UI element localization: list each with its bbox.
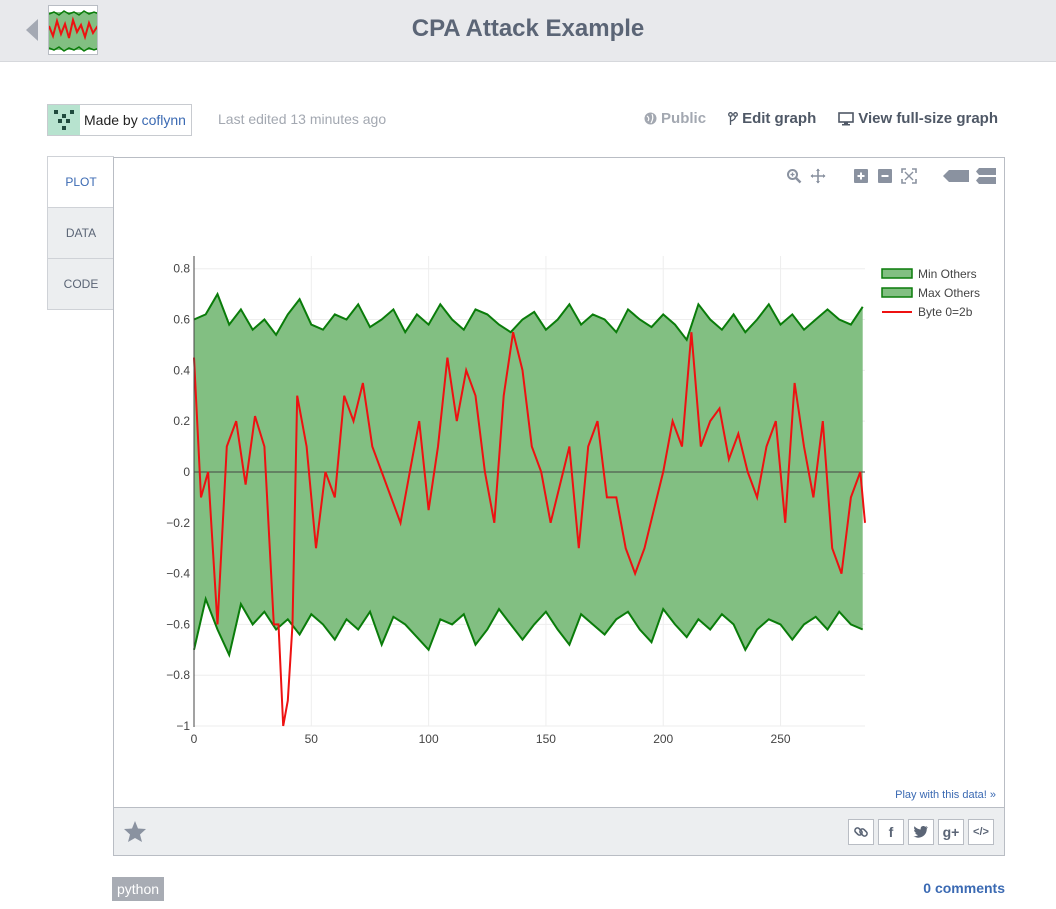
zoom-icon[interactable] [785, 167, 802, 184]
pan-icon[interactable] [809, 167, 826, 184]
public-label: Public [661, 110, 707, 127]
legend-swatch [881, 268, 913, 279]
x-tick-label: 100 [419, 732, 439, 746]
y-tick-label: −0.2 [166, 516, 190, 530]
x-tick-label: 150 [536, 732, 556, 746]
made-by-badge[interactable]: Made by coflynn [47, 104, 192, 136]
chart-legend: Min Others Max Others Byte 0=2b [881, 267, 980, 319]
legend-label: Byte 0=2b [918, 305, 973, 319]
legend-label: Min Others [918, 267, 977, 281]
google-plus-icon[interactable]: g+ [938, 819, 964, 845]
edit-graph-link[interactable]: Edit graph [728, 110, 816, 127]
series-min-others-line [193, 595, 864, 658]
page-title: CPA Attack Example [411, 15, 645, 42]
y-tick-label: 0.4 [173, 363, 190, 377]
view-full-size-link[interactable]: View full-size graph [838, 110, 998, 127]
plot-modebar [785, 167, 996, 184]
graph-actions: Public Edit graph View full-size graph [644, 110, 998, 127]
graph-thumbnail[interactable] [48, 5, 98, 55]
y-tick-label: 0.8 [173, 262, 190, 276]
legend-label: Max Others [918, 286, 980, 300]
y-tick-label: 0 [183, 465, 190, 479]
embed-icon[interactable]: </> [968, 819, 994, 845]
globe-icon [644, 112, 657, 125]
plot-footer: f g+ </> [113, 807, 1005, 856]
x-tick-label: 50 [305, 732, 319, 746]
hover-compare-icon[interactable] [976, 167, 996, 184]
tab-data[interactable]: DATA [47, 207, 114, 259]
hover-closest-icon[interactable] [943, 167, 969, 184]
last-edited-text: Last edited 13 minutes ago [218, 111, 387, 127]
graph-thumbnail-image [49, 10, 97, 52]
made-by-text: Made by coflynn [80, 112, 191, 128]
link-icon[interactable] [848, 819, 874, 845]
view-tabs: PLOT DATA CODE [47, 156, 114, 310]
tab-code[interactable]: CODE [47, 258, 114, 310]
cpa-chart[interactable]: −1 −0.8 −0.6 −0.4 −0.2 0 0.2 0.4 0.6 0.8 0 50 100 150… [114, 158, 1004, 807]
x-tick-label: 250 [771, 732, 791, 746]
twitter-icon[interactable] [908, 819, 934, 845]
chart-axes: −1 −0.8 −0.6 −0.4 −0.2 0 0.2 0.4 0.6 0.8 0 50 100 150… [166, 256, 791, 746]
series-max-others-line [193, 291, 864, 342]
y-tick-label: −0.6 [166, 617, 190, 631]
autoscale-icon[interactable] [900, 167, 917, 184]
zoom-out-icon[interactable] [876, 167, 893, 184]
facebook-icon[interactable]: f [878, 819, 904, 845]
made-by-prefix: Made by [84, 112, 142, 128]
top-bar: CPA Attack Example [0, 0, 1056, 62]
play-with-data-link[interactable]: Play with this data! » [895, 789, 996, 801]
others-band-area [194, 294, 863, 655]
y-tick-label: −0.8 [166, 668, 190, 682]
tab-plot[interactable]: PLOT [47, 156, 114, 208]
public-status[interactable]: Public [644, 110, 706, 127]
avatar [48, 105, 80, 135]
comments-link[interactable]: 0 comments [923, 880, 1005, 896]
author-link[interactable]: coflynn [141, 112, 186, 128]
plot-panel: −1 −0.8 −0.6 −0.4 −0.2 0 0.2 0.4 0.6 0.8 0 50 100 150… [113, 157, 1005, 808]
y-tick-label: 0.2 [173, 414, 190, 428]
monitor-icon [838, 111, 855, 125]
avatar-pattern-icon [54, 110, 74, 130]
series-byte0-line [193, 331, 866, 727]
share-buttons: f g+ </> [848, 819, 994, 845]
edit-graph-label: Edit graph [742, 110, 817, 127]
legend-swatch [881, 287, 913, 298]
tag-python[interactable]: python [112, 877, 165, 901]
x-tick-label: 0 [191, 732, 198, 746]
y-tick-label: 0.6 [173, 313, 190, 327]
y-tick-label: −0.4 [166, 567, 190, 581]
y-tick-label: −1 [176, 719, 190, 733]
view-full-size-label: View full-size graph [858, 110, 998, 127]
fork-icon [728, 111, 739, 125]
star-icon[interactable] [123, 820, 147, 843]
zoom-in-icon[interactable] [852, 167, 869, 184]
x-tick-label: 200 [653, 732, 673, 746]
back-arrow-icon[interactable] [26, 19, 38, 41]
chart-series [193, 291, 866, 727]
